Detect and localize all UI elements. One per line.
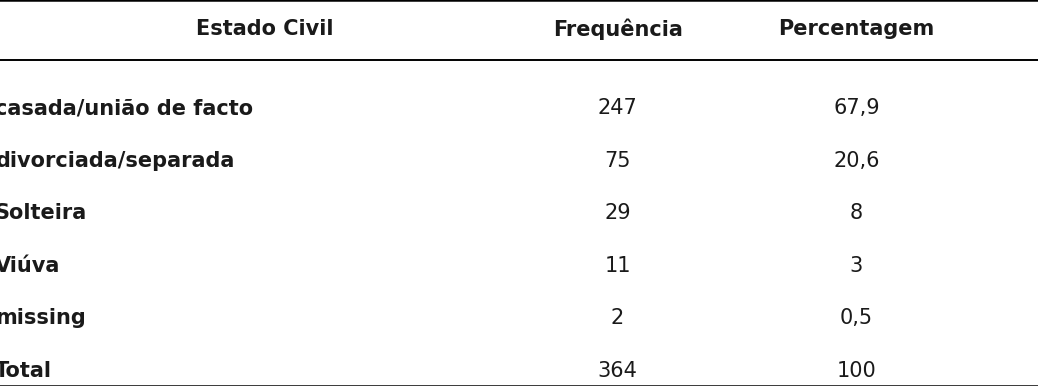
Text: Estado Civil: Estado Civil bbox=[196, 19, 333, 39]
Text: Percentagem: Percentagem bbox=[778, 19, 934, 39]
Text: 20,6: 20,6 bbox=[834, 151, 879, 171]
Text: 67,9: 67,9 bbox=[834, 98, 879, 118]
Text: missing: missing bbox=[0, 308, 85, 328]
Text: 29: 29 bbox=[604, 203, 631, 223]
Text: Viúva: Viúva bbox=[0, 256, 60, 276]
Text: 3: 3 bbox=[850, 256, 863, 276]
Text: 364: 364 bbox=[598, 361, 637, 381]
Text: 100: 100 bbox=[837, 361, 876, 381]
Text: 2: 2 bbox=[611, 308, 624, 328]
Text: 75: 75 bbox=[604, 151, 631, 171]
Text: 0,5: 0,5 bbox=[840, 308, 873, 328]
Text: 247: 247 bbox=[598, 98, 637, 118]
Text: casada/união de facto: casada/união de facto bbox=[0, 98, 253, 118]
Text: Solteira: Solteira bbox=[0, 203, 87, 223]
Text: 8: 8 bbox=[850, 203, 863, 223]
Text: 11: 11 bbox=[604, 256, 631, 276]
Text: Total: Total bbox=[0, 361, 52, 381]
Text: Frequência: Frequência bbox=[552, 18, 683, 40]
Text: divorciada/separada: divorciada/separada bbox=[0, 151, 235, 171]
